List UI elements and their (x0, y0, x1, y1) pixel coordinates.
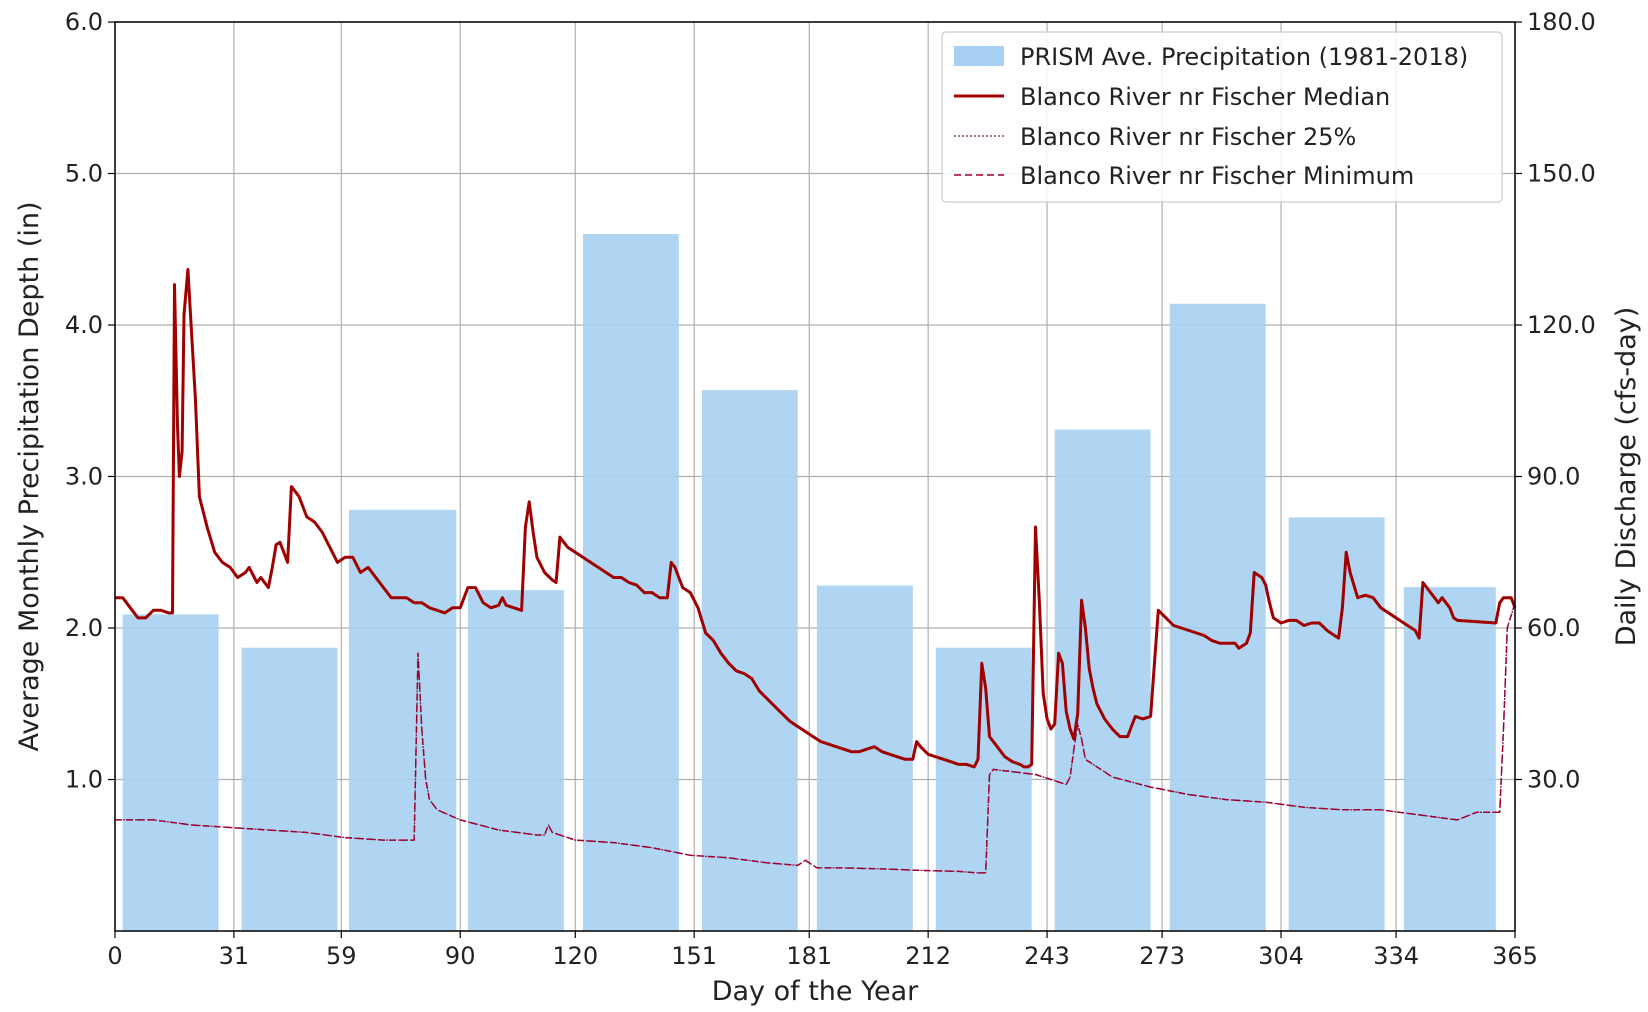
precip-bar (122, 614, 219, 931)
precip-bar (1054, 429, 1151, 931)
x-tick-label: 181 (786, 942, 832, 970)
precipitation-bars (122, 234, 1496, 932)
y-right-tick-label: 120.0 (1527, 311, 1596, 339)
x-tick-label: 31 (219, 942, 250, 970)
y-axis-right-label: Daily Discharge (cfs-day) (1611, 307, 1642, 647)
legend-label-25pct: Blanco River nr Fischer 25% (1020, 123, 1356, 151)
legend-box (941, 31, 1503, 203)
precip-bar (241, 647, 338, 931)
y-left-tick-label: 5.0 (65, 160, 103, 188)
discharge-lines (115, 268, 1517, 874)
x-axis-label: Day of the Year (712, 976, 919, 1007)
y-left-tick-label: 2.0 (65, 614, 103, 642)
y-right-tick-label: 150.0 (1527, 160, 1596, 188)
x-tick-label: 120 (552, 942, 598, 970)
y-left-tick-label: 1.0 (65, 766, 103, 794)
precip-bar (1169, 303, 1266, 931)
y-left-tick-label: 6.0 (65, 8, 103, 36)
axis-ticks: 0 31 59 90 120 151 181 212 243 273 304 334 365 1.0 2.0… (65, 8, 1596, 970)
legend-label-median: Blanco River nr Fischer Median (1020, 83, 1390, 111)
legend-label-minimum: Blanco River nr Fischer Minimum (1020, 162, 1414, 190)
x-tick-label: 243 (1024, 942, 1070, 970)
x-tick-label: 304 (1258, 942, 1304, 970)
precip-bar (1403, 587, 1496, 931)
precip-bar (1288, 517, 1385, 931)
x-tick-label: 334 (1373, 942, 1419, 970)
x-tick-label: 59 (326, 942, 357, 970)
precip-bar (348, 509, 457, 931)
x-tick-label: 151 (671, 942, 717, 970)
x-tick-label: 0 (107, 942, 122, 970)
y-left-tick-label: 4.0 (65, 311, 103, 339)
y-right-tick-label: 180.0 (1527, 8, 1596, 36)
y-left-tick-label: 3.0 (65, 463, 103, 491)
legend-label-precipitation: PRISM Ave. Precipitation (1981-2018) (1020, 43, 1468, 71)
x-tick-label: 212 (905, 942, 951, 970)
y-axis-left-label: Average Monthly Precipitation Depth (in) (14, 202, 45, 752)
y-right-tick-label: 60.0 (1527, 614, 1580, 642)
median-line (115, 268, 1517, 769)
legend: PRISM Ave. Precipitation (1981-2018) Bla… (941, 31, 1503, 203)
x-tick-label: 365 (1492, 942, 1538, 970)
y-right-tick-label: 30.0 (1527, 766, 1580, 794)
legend-swatch-precipitation (954, 46, 1004, 66)
y-right-tick-label: 90.0 (1527, 463, 1580, 491)
precip-bar (935, 647, 1032, 931)
minimum-line (115, 602, 1516, 874)
precip-bar (467, 590, 564, 931)
precip-bar (701, 390, 798, 931)
precip-bar (816, 585, 913, 931)
x-tick-label: 273 (1139, 942, 1185, 970)
x-tick-label: 90 (445, 942, 476, 970)
